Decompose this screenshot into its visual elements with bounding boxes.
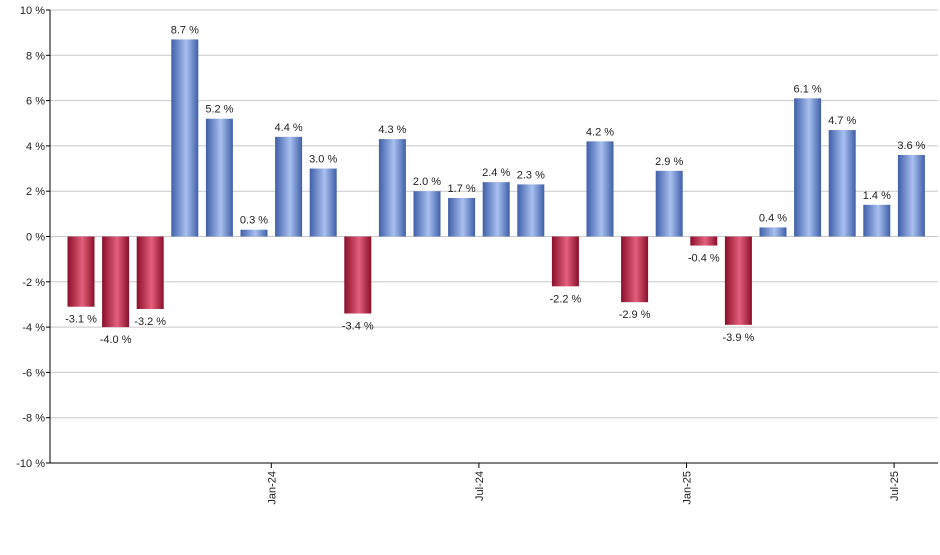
bar [586,141,614,237]
bar [309,168,337,237]
bar-value-label: 5.2 % [205,104,233,116]
y-tick-label: -10 % [16,458,45,470]
bar [794,98,822,237]
bar [67,236,95,307]
bar [136,236,164,309]
y-axis-ticks: 10 % 8 % 6 % 4 % 2 % 0 % -2 % -4 % -6 % -8 % -10 % [16,5,50,470]
bar-value-label: -0.4 % [688,253,720,265]
x-axis-ticks: Jan-24 Jul-24 Jan-25 Jul-25 [266,463,901,505]
bar-value-label: 2.0 % [413,176,441,188]
bar [655,170,683,237]
x-tick-label: Jan-24 [266,471,278,505]
bar-value-label: 2.3 % [517,169,545,181]
bar [517,184,545,237]
bar-value-label: 4.3 % [378,124,406,136]
y-tick-label: 10 % [20,5,45,17]
x-tick-label: Jul-24 [474,471,486,501]
bar-value-label: -3.1 % [65,314,97,326]
bar-value-label: 8.7 % [171,24,199,36]
bar [482,182,510,237]
bar [621,236,649,303]
bar [897,154,925,237]
x-tick-label: Jul-25 [889,471,901,501]
axes [49,10,938,464]
bar [690,236,718,246]
bar [240,229,268,237]
bar-value-label: -4.0 % [100,334,132,346]
bar-value-labels: -3.1 %-4.0 %-3.2 % 8.7 % 5.2 % 0.3 % 4.4 % 3.… [65,24,926,346]
y-tick-label: -2 % [22,277,45,289]
bar-value-label: -2.9 % [619,309,651,321]
y-tick-label: 8 % [26,50,45,62]
bar [344,236,372,314]
bar [205,118,233,237]
bar-value-label: -2.2 % [550,293,582,305]
bar [102,236,130,328]
bar-value-label: 2.9 % [655,156,683,168]
bar-value-label: 4.7 % [828,115,856,127]
bar-value-label: 0.3 % [240,215,268,227]
bar-value-label: 3.6 % [897,140,925,152]
bar-value-label: 3.0 % [309,154,337,166]
y-tick-label: -4 % [22,322,45,334]
bar-value-label: 2.4 % [482,167,510,179]
bar [413,191,441,237]
bar [863,204,891,237]
bar-value-label: 4.2 % [586,126,614,138]
bar [551,236,579,287]
bars [67,39,925,328]
bar-value-label: -3.4 % [342,321,374,333]
bar-value-label: 4.4 % [275,122,303,134]
bar-value-label: -3.2 % [134,316,166,328]
bar-value-label: 1.4 % [863,190,891,202]
bar-value-label: 0.4 % [759,212,787,224]
y-tick-label: 0 % [26,232,45,244]
bar [275,136,303,237]
y-tick-label: -6 % [22,367,45,379]
bar [171,39,199,237]
y-tick-label: 4 % [26,141,45,153]
bar [378,139,406,237]
bar-value-label: 6.1 % [794,83,822,95]
y-tick-label: -8 % [22,413,45,425]
y-tick-label: 6 % [26,96,45,108]
bar [759,227,787,237]
bar [448,197,476,237]
y-tick-label: 2 % [26,186,45,198]
x-tick-label: Jan-25 [682,471,694,505]
bar [724,236,752,325]
bar-value-label: 1.7 % [448,183,476,195]
bar-value-label: -3.9 % [723,332,755,344]
bar [828,130,856,237]
